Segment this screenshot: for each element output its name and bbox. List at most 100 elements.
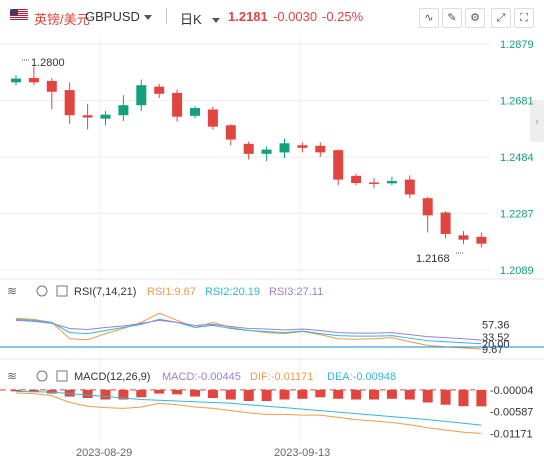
candle — [333, 149, 344, 186]
chevron-down-icon — [143, 15, 152, 21]
rsi-line — [15, 319, 482, 341]
side-panel-toggle[interactable]: › — [530, 100, 544, 142]
candle-body — [333, 150, 344, 180]
macd-bar — [225, 389, 236, 400]
candle — [458, 231, 469, 244]
toolbar-divider — [166, 8, 167, 24]
collapse-icon[interactable]: ≋ — [7, 369, 17, 383]
rsi-tick: 20.00 — [482, 339, 510, 351]
macd-bar — [279, 389, 290, 400]
candle-body — [351, 175, 362, 184]
symbol-selector[interactable]: GBPUSD — [85, 9, 152, 24]
rsi-tick: 9.67 — [482, 344, 503, 356]
fullscreen-icon[interactable]: ⛶ — [514, 8, 534, 28]
macd-tick: -0.00004 — [490, 385, 533, 397]
candle-body — [207, 109, 218, 127]
candle-body — [82, 115, 93, 118]
candle-body — [64, 90, 75, 116]
candle — [172, 89, 183, 122]
period-label: 日K — [180, 12, 202, 27]
chevron-down-icon — [211, 18, 220, 24]
macd-bar — [172, 389, 183, 395]
rsi2-value: RSI2:20.19 — [205, 286, 260, 298]
candle — [154, 83, 165, 99]
macd-bar — [369, 389, 379, 400]
symbol-label: GBPUSD — [85, 9, 140, 24]
candle-body — [297, 145, 308, 148]
settings-icon[interactable] — [36, 370, 48, 382]
macd-bar — [118, 389, 129, 400]
candle-body — [225, 125, 236, 140]
candle — [118, 95, 129, 121]
candle-body — [100, 114, 111, 119]
candle — [315, 142, 326, 157]
macd-tick: -0.01171 — [490, 428, 533, 440]
rsi-tick: 33.52 — [482, 332, 510, 344]
last-price: 1.2181 — [228, 9, 268, 24]
macd-bar — [11, 389, 21, 392]
candle-body — [11, 78, 21, 83]
price-tick: 1.2287 — [500, 208, 534, 220]
close-icon[interactable] — [56, 285, 68, 297]
candle — [243, 141, 254, 160]
macd-bar — [136, 389, 147, 398]
macd-tick: -0.00587 — [490, 407, 533, 419]
price-tick: 1.2484 — [500, 152, 534, 164]
chart-toolbar: 英镑/美元 GBPUSD 日K 1.2181 -0.0030 -0.25% ∿ … — [0, 0, 544, 34]
macd-bar — [351, 389, 362, 400]
settings-sliders-icon[interactable]: ⚙ — [465, 8, 485, 28]
candle — [261, 146, 272, 162]
close-icon[interactable] — [56, 370, 68, 382]
price-change: -0.0030 — [273, 9, 318, 24]
period-selector[interactable]: 日K — [180, 9, 220, 28]
rsi-header: ≋ RSI(7,14,21) RSI1:9.67 RSI2:20.19 RSI3… — [7, 284, 323, 298]
candle — [297, 142, 308, 153]
macd-bar — [28, 389, 39, 393]
collapse-icon[interactable]: ≋ — [7, 284, 17, 298]
indicator-icon[interactable]: ∿ — [419, 8, 439, 28]
macd-bar — [386, 389, 397, 399]
dea-value: DEA:-0.00948 — [327, 371, 396, 383]
candle — [279, 138, 290, 159]
candle — [207, 106, 218, 130]
macd-bar — [207, 389, 218, 399]
candle-body — [28, 78, 39, 83]
macd-bar — [100, 389, 111, 400]
candle — [46, 78, 57, 110]
macd-bar — [261, 389, 272, 401]
macd-histogram — [11, 389, 487, 407]
macd-bar — [333, 389, 344, 399]
candle — [100, 110, 111, 126]
macd-line — [15, 392, 482, 434]
candle-body — [154, 86, 165, 94]
candle-body — [243, 143, 254, 154]
macd-bar — [190, 389, 200, 397]
draw-pencil-icon[interactable]: ✎ — [442, 8, 462, 28]
macd-bar — [440, 389, 451, 405]
candlestick-series — [11, 66, 487, 248]
price-tick: 1.2089 — [500, 265, 534, 277]
settings-icon[interactable] — [36, 285, 48, 297]
candle-body — [422, 198, 433, 216]
candle-body — [476, 236, 487, 244]
dif-value: DIF:-0.01171 — [250, 371, 313, 383]
high-annotation: 1.2800 — [22, 57, 65, 69]
rsi-line — [15, 318, 482, 345]
candle-body — [261, 149, 272, 154]
macd-bar — [315, 389, 326, 398]
date-tick: 2023-08-29 — [76, 447, 132, 459]
candle-body — [118, 105, 129, 116]
macd-header: ≋ MACD(12,26,9) MACD:-0.00445 DIF:-0.011… — [7, 369, 396, 383]
expand-icon[interactable]: ⤢ — [491, 8, 511, 28]
rsi3-value: RSI3:27.11 — [269, 286, 323, 298]
candle — [190, 106, 200, 119]
pair-name: 英镑/美元 — [34, 12, 90, 27]
candle — [351, 173, 362, 186]
uk-flag-icon — [10, 9, 28, 21]
price-tick: 1.2681 — [500, 96, 534, 108]
candle — [476, 232, 487, 248]
candle-body — [440, 212, 451, 234]
candle — [369, 178, 379, 189]
